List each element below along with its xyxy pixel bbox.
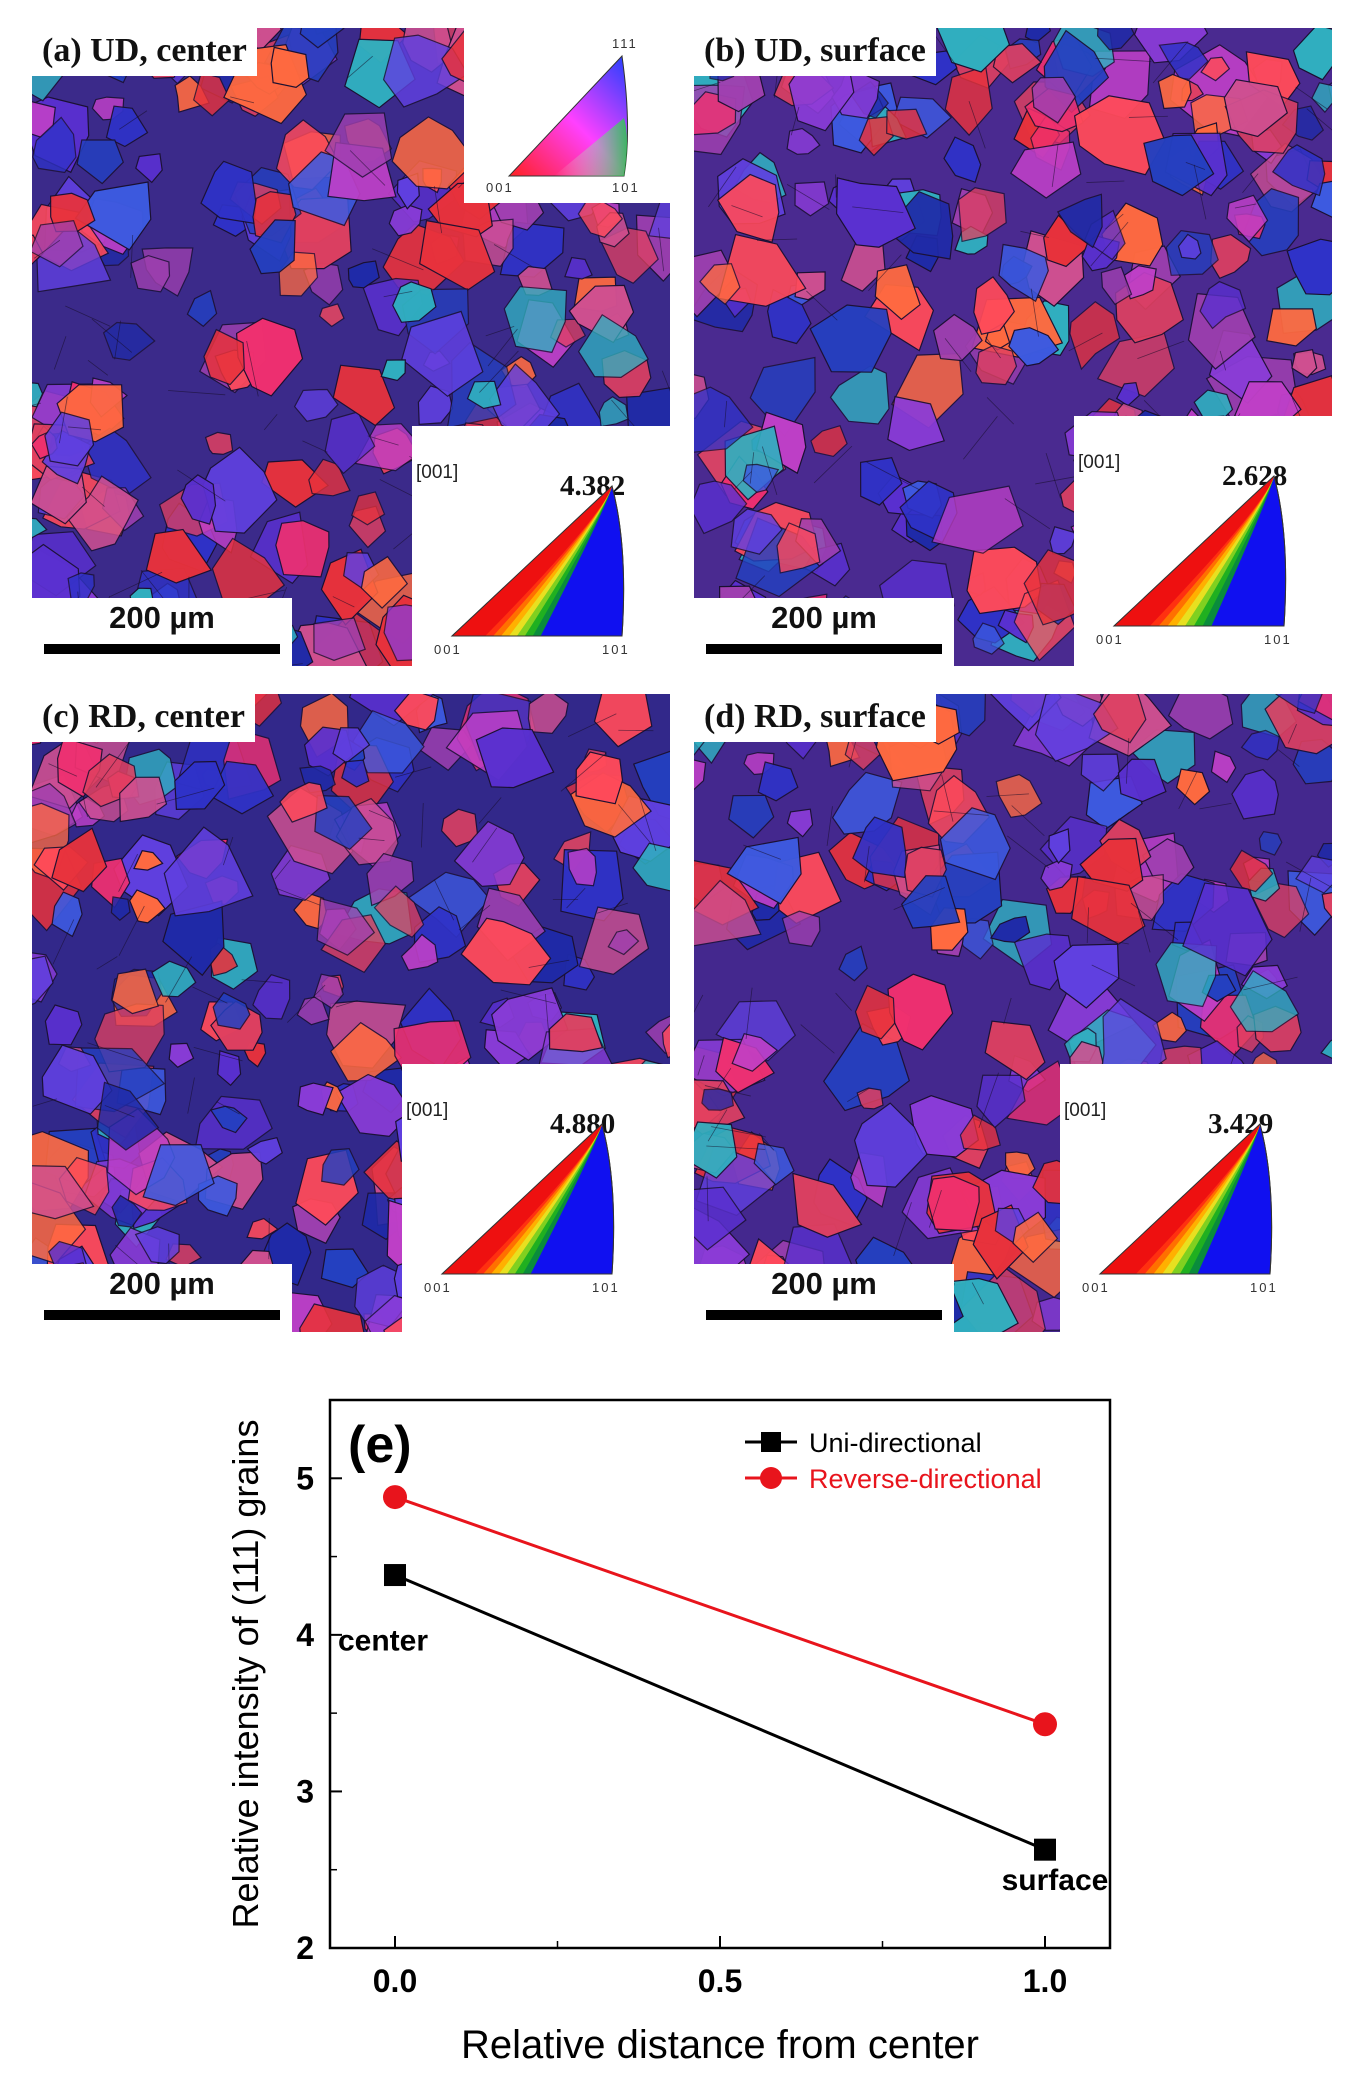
ipf-key-right-label: 101 bbox=[612, 180, 640, 195]
data-point-uni bbox=[384, 1564, 406, 1587]
direction-label-d: [001] bbox=[1064, 1100, 1107, 1121]
scale-text-a: 200 µm bbox=[109, 600, 215, 635]
data-point-reverse bbox=[383, 1485, 407, 1510]
annotation-surface: surface bbox=[1002, 1864, 1109, 1897]
pf-right-label-a: 101 bbox=[602, 642, 630, 657]
ebsd-panel-d: (d) RD, surface [001] 3.429 001 101 200 … bbox=[694, 694, 1332, 1332]
line-chart-e: 0.0 0.5 1.0 2 3 4 5 Relative distance from cent… bbox=[225, 1398, 1112, 2067]
ipf-key-left-label: 001 bbox=[486, 180, 514, 195]
x-tick-label: 0.5 bbox=[698, 1963, 742, 1999]
series-line-reverse bbox=[394, 1495, 1046, 1726]
direction-label-b: [001] bbox=[1078, 452, 1121, 473]
direction-label-a: [001] bbox=[416, 462, 459, 483]
annotation-center: center bbox=[338, 1625, 428, 1658]
ipf-key-legend: 111 001 101 bbox=[464, 28, 670, 203]
data-point-uni bbox=[1034, 1838, 1056, 1861]
pf-left-label-c: 001 bbox=[424, 1280, 452, 1295]
series-line-uni bbox=[394, 1573, 1046, 1852]
pole-figure-a: [001] 4.382 001 101 bbox=[412, 426, 670, 666]
x-axis-label: Relative distance from center bbox=[461, 2023, 979, 2067]
y-axis-label: Relative intensity of (111) grains bbox=[225, 1420, 266, 1929]
scale-bar-b: 200 µm bbox=[694, 598, 954, 666]
pf-right-label-b: 101 bbox=[1264, 632, 1292, 647]
pf-right-label-d: 101 bbox=[1250, 1280, 1278, 1295]
panel-label-b: (b) UD, surface bbox=[694, 28, 936, 76]
panel-label-a: (a) UD, center bbox=[32, 28, 257, 76]
scale-bar-a: 200 µm bbox=[32, 598, 292, 666]
chart-panel-label: (e) bbox=[348, 1416, 412, 1474]
ebsd-panel-c: (c) RD, center [001] 4.880 001 101 200 µ… bbox=[32, 694, 670, 1332]
scale-text-b: 200 µm bbox=[771, 600, 877, 635]
ebsd-panel-a: (a) UD, center 111 001 101 [001] 4.382 0… bbox=[32, 28, 670, 666]
pf-left-label-b: 001 bbox=[1096, 632, 1124, 647]
y-tick-label: 2 bbox=[296, 1930, 314, 1966]
pole-figure-c: [001] 4.880 001 101 bbox=[402, 1064, 670, 1332]
y-tick-label: 3 bbox=[296, 1773, 314, 1809]
pole-figure-b: [001] 2.628 001 101 bbox=[1074, 416, 1332, 666]
pf-left-label-d: 001 bbox=[1082, 1280, 1110, 1295]
legend-label: Uni-directional bbox=[809, 1428, 982, 1458]
legend-label: Reverse-directional bbox=[809, 1464, 1042, 1494]
x-tick-label: 0.0 bbox=[373, 1963, 417, 1999]
plot-frame bbox=[328, 1398, 1112, 1950]
pf-right-label-c: 101 bbox=[592, 1280, 620, 1295]
ebsd-panel-b: (b) UD, surface [001] 2.628 001 101 200 … bbox=[694, 28, 1332, 666]
data-point-reverse bbox=[1033, 1712, 1057, 1737]
ipf-map-c bbox=[32, 694, 670, 1332]
legend-marker-circle bbox=[760, 1467, 782, 1489]
direction-label-c: [001] bbox=[406, 1100, 449, 1121]
scale-bar-c: 200 µm bbox=[32, 1264, 292, 1332]
panel-label-c: (c) RD, center bbox=[32, 694, 255, 742]
y-tick-label: 5 bbox=[296, 1460, 314, 1496]
scale-text-c: 200 µm bbox=[109, 1266, 215, 1301]
x-tick-label: 1.0 bbox=[1023, 1963, 1067, 1999]
scale-bar-d: 200 µm bbox=[694, 1264, 954, 1332]
ipf-key-top-label: 111 bbox=[612, 36, 638, 51]
pf-left-label-a: 001 bbox=[434, 642, 462, 657]
pole-figure-d: [001] 3.429 001 101 bbox=[1060, 1064, 1332, 1332]
panel-label-d: (d) RD, surface bbox=[694, 694, 936, 742]
scale-text-d: 200 µm bbox=[771, 1266, 877, 1301]
legend-marker-square bbox=[761, 1432, 781, 1452]
y-tick-label: 4 bbox=[296, 1617, 314, 1653]
